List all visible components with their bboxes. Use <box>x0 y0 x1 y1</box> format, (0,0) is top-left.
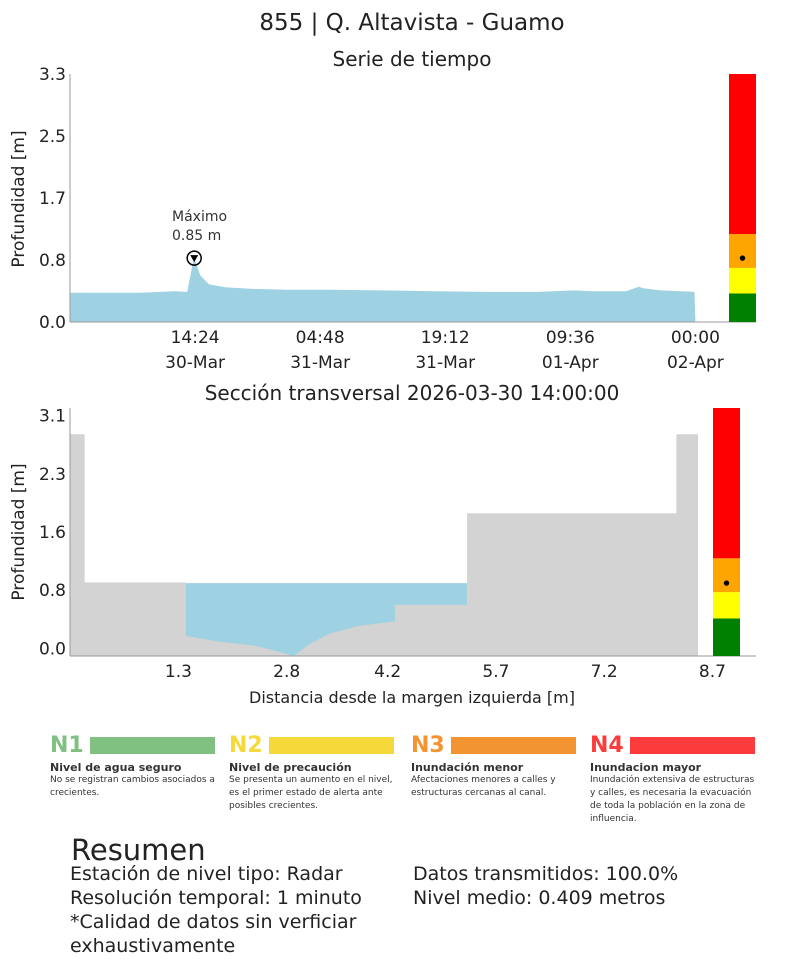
y-tick-label: 1.6 <box>39 523 66 543</box>
y-tick-label: 3.1 <box>39 407 66 427</box>
time-series-x-ticks: 14:24 30-Mar 04:48 31-Mar 19:12 31-Mar 09:36 01… <box>165 328 724 373</box>
x-tick-time: 19:12 <box>421 328 470 348</box>
max-marker-circle <box>186 250 202 266</box>
x-tick-label: 7.2 <box>591 662 618 682</box>
cross-section-panel: Sección transversal 2026-03-30 14:00:00 … <box>9 381 756 707</box>
time-series-y-ticks: 0.0 0.8 1.7 2.5 3.3 <box>39 65 66 333</box>
level-n1-code: N1 <box>50 733 84 758</box>
time-series-panel: Serie de tiempo Profundidad [m] 0.0 0.8 1.… <box>9 47 756 373</box>
max-marker-triangle <box>190 255 199 263</box>
x-tick-date: 01-Apr <box>542 353 599 373</box>
level-n3-code: N3 <box>411 733 445 758</box>
x-tick-time: 09:36 <box>546 328 595 348</box>
x-tick-time: 04:48 <box>296 328 345 348</box>
level-n4-title: Inundacion mayor <box>590 761 702 774</box>
max-annotation-value: 0.85 m <box>172 228 221 244</box>
summary-data-transmitted: Datos transmitidos: 100.0% <box>413 863 679 885</box>
y-tick-label: 0.8 <box>39 251 66 271</box>
time-series-ylabel: Profundidad [m] <box>9 130 29 267</box>
level-band <box>713 592 740 619</box>
level-band <box>729 267 756 294</box>
level-n4-bar <box>630 737 755 754</box>
cross-section-ylabel: Profundidad [m] <box>9 463 29 600</box>
time-series-level-bar <box>729 74 756 322</box>
hydrology-chart: 855 | Q. Altavista - Guamo Serie de tiem… <box>9 10 756 707</box>
level-n3: N3 Inundación menor Afectaciones menores… <box>411 734 579 800</box>
x-tick-label: 1.3 <box>165 662 192 682</box>
y-tick-label: 3.3 <box>39 65 66 85</box>
max-annotation-label: Máximo <box>172 209 227 225</box>
summary-title: Resumen <box>71 833 206 867</box>
level-band <box>729 234 756 268</box>
level-band <box>713 618 740 656</box>
level-n3-title: Inundación menor <box>411 761 524 774</box>
level-n1-bar <box>90 737 215 754</box>
cross-section-level-bar <box>713 408 740 656</box>
y-tick-label: 0.8 <box>39 581 66 601</box>
y-tick-label: 2.3 <box>39 465 66 485</box>
max-annotation: Máximo 0.85 m <box>172 209 227 266</box>
y-tick-label: 1.7 <box>39 189 66 209</box>
level-n3-bar <box>451 737 576 754</box>
level-n1: N1 Nivel de agua seguro No se registran … <box>50 734 218 800</box>
page-title: 855 | Q. Altavista - Guamo <box>259 10 564 36</box>
summary-station-type: Estación de nivel tipo: Radar <box>70 863 343 885</box>
level-n1-desc: No se registran cambios asociados a crec… <box>50 775 215 798</box>
x-tick-date: 31-Mar <box>415 353 475 373</box>
level-n2-title: Nivel de precaución <box>229 761 352 774</box>
summary-mean-level: Nivel medio: 0.409 metros <box>413 887 666 909</box>
level-band <box>713 558 740 593</box>
cross-section-y-ticks: 0.0 0.8 1.6 2.3 3.1 <box>39 407 66 660</box>
level-n2-desc: Se presenta un aumento en el nivel, es e… <box>229 775 393 811</box>
x-tick-time: 00:00 <box>671 328 720 348</box>
cross-section-plot <box>70 434 698 656</box>
cross-section-x-ticks: 1.3 2.8 4.2 5.7 7.2 8.7 <box>165 662 726 682</box>
summary-right: Datos transmitidos: 100.0% Nivel medio: … <box>413 862 743 910</box>
current-level-marker <box>723 580 730 586</box>
cross-section-title: Sección transversal 2026-03-30 14:00:00 <box>205 381 620 405</box>
time-series-plot <box>70 258 696 322</box>
x-tick-label: 8.7 <box>699 662 726 682</box>
level-n4: N4 Inundacion mayor Inundación extensiva… <box>590 734 758 826</box>
level-band <box>729 74 756 235</box>
y-tick-label: 0.0 <box>39 639 66 659</box>
level-n2-bar <box>269 737 394 754</box>
level-n1-title: Nivel de agua seguro <box>50 761 182 774</box>
summary-temporal-resolution: Resolución temporal: 1 minuto <box>70 887 362 909</box>
x-tick-label: 5.7 <box>482 662 509 682</box>
y-tick-label: 0.0 <box>39 313 66 333</box>
x-tick-date: 30-Mar <box>165 353 225 373</box>
x-tick-label: 2.8 <box>273 662 300 682</box>
x-tick-date: 31-Mar <box>290 353 350 373</box>
level-band <box>713 408 740 559</box>
x-tick-label: 4.2 <box>374 662 401 682</box>
level-n2-code: N2 <box>229 733 263 758</box>
level-band <box>729 293 756 322</box>
x-tick-time: 14:24 <box>171 328 220 348</box>
level-n4-code: N4 <box>590 733 624 758</box>
level-n4-desc: Inundación extensiva de estructuras y ca… <box>590 775 755 824</box>
level-n3-desc: Afectaciones menores a calles y estructu… <box>411 775 556 798</box>
current-level-marker <box>739 255 746 261</box>
summary-quality-note: *Calidad de datos sin verficiar exhausti… <box>70 911 357 957</box>
time-series-title: Serie de tiempo <box>333 47 492 71</box>
y-tick-label: 2.5 <box>39 127 66 147</box>
cross-section-xlabel: Distancia desde la margen izquierda [m] <box>249 688 575 707</box>
level-n2: N2 Nivel de precaución Se presenta un au… <box>229 734 397 813</box>
x-tick-date: 02-Apr <box>667 353 724 373</box>
ground-profile <box>70 434 698 656</box>
water-depth-area <box>70 258 696 322</box>
summary-left: Estación de nivel tipo: Radar Resolución… <box>70 862 370 958</box>
